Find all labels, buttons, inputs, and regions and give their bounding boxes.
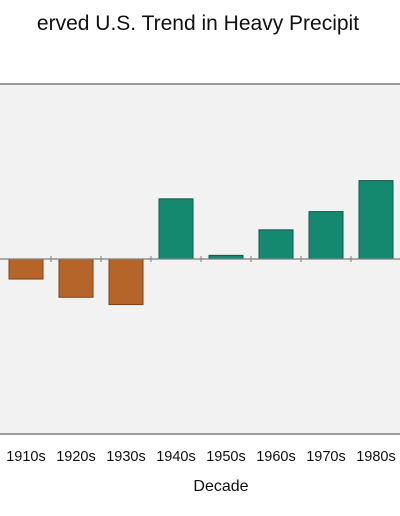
x-tick-label-1980s: 1980s [356,449,396,465]
bar-1970s [308,211,344,260]
chart-title: erved U.S. Trend in Heavy Precipit [37,12,359,35]
bar-1920s [58,258,94,298]
x-tick-label-1920s: 1920s [56,449,96,465]
x-tick-label-1940s: 1940s [156,449,196,465]
bar-1940s [158,198,194,260]
bars-group [8,180,394,306]
bar-1910s [8,258,44,280]
x-tick-label-1960s: 1960s [256,449,296,465]
bar-1960s [258,229,294,260]
x-tick-label-1950s: 1950s [206,449,246,465]
x-tick-label-1910s: 1910s [6,449,46,465]
x-axis-title: Decade [193,478,248,495]
x-tick-labels-group: 1910s 1920s 1930s 1940s 1950s 1960s 1970s 1980s [6,449,396,465]
x-tick-label-1970s: 1970s [306,449,346,465]
bar-1930s [108,258,144,306]
bar-1980s [358,180,394,260]
x-tick-label-1930s: 1930s [106,449,146,465]
x-ticks-group [50,256,352,262]
